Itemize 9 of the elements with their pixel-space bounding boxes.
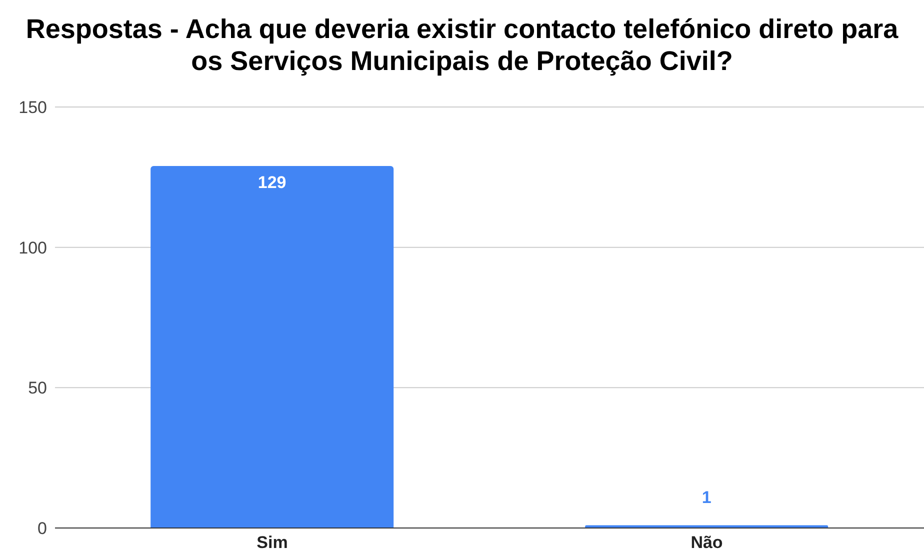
- data-label: 129: [258, 172, 286, 192]
- x-tick-label: Não: [690, 533, 723, 552]
- y-tick-label: 150: [18, 98, 47, 118]
- chart-title: Respostas - Acha que deveria existir contacto telefónico direto para os Serviços Municipais de Proteção Civil?: [24, 13, 900, 78]
- y-tick-label: 50: [28, 378, 47, 398]
- x-tick-label: Sim: [256, 533, 288, 552]
- data-label: 1: [702, 488, 712, 508]
- y-tick-label: 100: [18, 238, 47, 258]
- y-tick-label: 0: [38, 519, 47, 538]
